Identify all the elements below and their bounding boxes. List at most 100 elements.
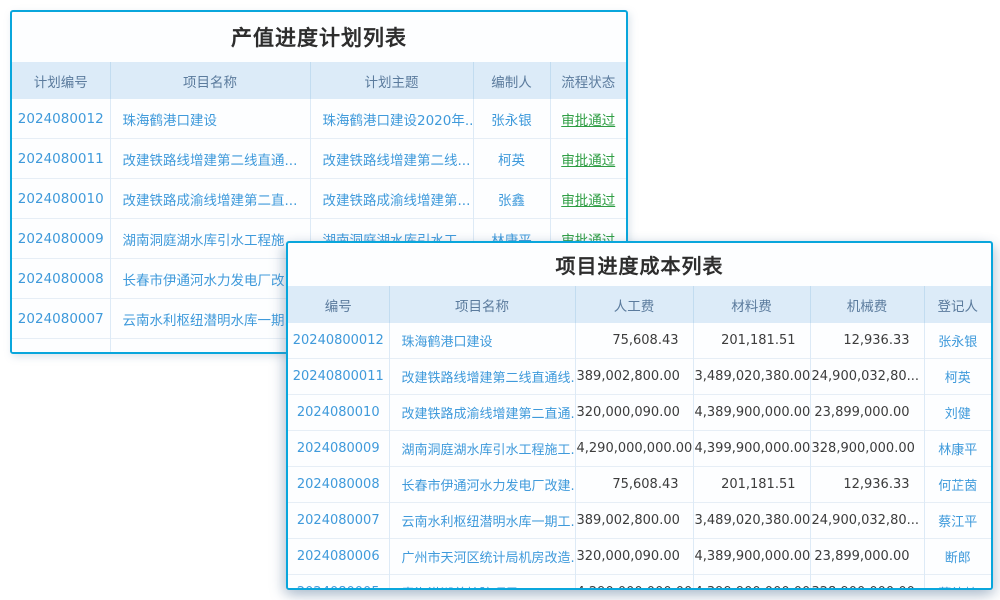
status-link[interactable]: 审批通过 xyxy=(549,99,626,139)
material-fee-value: 4,389,900,000.00 xyxy=(692,394,810,431)
plan-list-title: 产值进度计划列表 xyxy=(231,26,407,50)
cost-no-link[interactable]: 20240800011 xyxy=(288,358,389,395)
plan-no-link[interactable]: 2024080011 xyxy=(12,138,110,179)
table-row: 2024080010 改建铁路成渝线增建第二直... 改建铁路成渝线增建第...… xyxy=(12,178,626,219)
registrant-name[interactable]: 蔡江平 xyxy=(923,502,991,539)
registrant-name[interactable]: 张永银 xyxy=(923,323,991,359)
plan-col-plan-subject: 计划主题 xyxy=(309,62,473,99)
plan-col-project-name: 项目名称 xyxy=(109,62,310,99)
cost-col-machine-fee: 机械费 xyxy=(809,286,924,323)
plan-no-link[interactable]: 2024080012 xyxy=(12,99,110,139)
cost-col-project-name: 项目名称 xyxy=(388,286,575,323)
project-name-link[interactable]: 珠海鹤港口建设 xyxy=(388,323,575,359)
plan-table-header-row: 计划编号 项目名称 计划主题 编制人 流程状态 xyxy=(12,62,626,99)
table-row: 2024080012 珠海鹤港口建设 珠海鹤港口建设2020年... 张永银 审… xyxy=(12,99,626,139)
table-row: 2024080009 湖南洞庭湖水库引水工程施工... 4,290,000,00… xyxy=(288,430,991,467)
table-row: 20240800012 珠海鹤港口建设 75,608.43 201,181.51… xyxy=(288,323,991,359)
labor-fee-value: 75,608.43 xyxy=(574,323,693,359)
cost-col-registrant: 登记人 xyxy=(923,286,991,323)
labor-fee-value: 389,002,800.00 xyxy=(574,358,693,395)
material-fee-value: 4,399,900,000.00 xyxy=(692,430,810,467)
machine-fee-value: 328,900,000.00 xyxy=(809,430,924,467)
table-row: 2024080006 广州市天河区统计局机房改造... 320,000,090.… xyxy=(288,538,991,575)
cost-list-panel: 项目进度成本列表 编号 项目名称 人工费 材料费 机械费 登记人 2024080… xyxy=(286,241,993,590)
plan-subject-link[interactable]: 珠海鹤港口建设2020年... xyxy=(309,99,473,139)
cost-table: 编号 项目名称 人工费 材料费 机械费 登记人 20240800012 珠海鹤港… xyxy=(288,286,991,588)
registrant-name[interactable]: 断郎 xyxy=(923,538,991,575)
project-name-link[interactable]: 长春市伊通河水力发电厂改建... xyxy=(388,466,575,503)
plan-subject-link[interactable]: 改建铁路成渝线增建第... xyxy=(309,178,473,219)
project-name-link[interactable]: 湖南洞庭湖水库引水工程施工... xyxy=(388,430,575,467)
material-fee-value: 4,389,900,000.00 xyxy=(692,538,810,575)
cost-no-link[interactable]: 2024080010 xyxy=(288,394,389,431)
status-link[interactable]: 审批通过 xyxy=(549,138,626,179)
project-name-link[interactable]: 广州市天河区统计局机房改造... xyxy=(388,538,575,575)
project-name-link[interactable]: 青海洪湖养护院项目 xyxy=(388,574,575,588)
project-name-link[interactable]: 广州市天河区统计局机房改... xyxy=(109,338,310,352)
cost-no-link[interactable]: 20240800012 xyxy=(288,323,389,359)
compiler-name[interactable]: 张鑫 xyxy=(472,178,550,219)
table-row: 2024080008 长春市伊通河水力发电厂改建... 75,608.43 20… xyxy=(288,466,991,503)
machine-fee-value: 12,936.33 xyxy=(809,323,924,359)
machine-fee-value: 24,900,032,80... xyxy=(809,502,924,539)
machine-fee-value: 24,900,032,80... xyxy=(809,358,924,395)
plan-col-compiler: 编制人 xyxy=(472,62,550,99)
plan-table: 计划编号 项目名称 计划主题 编制人 流程状态 2024080012 珠海鹤港口… xyxy=(12,62,626,352)
plan-col-status: 流程状态 xyxy=(549,62,626,99)
plan-no-link[interactable]: 2024080007 xyxy=(12,298,110,339)
labor-fee-value: 320,000,090.00 xyxy=(574,538,693,575)
plan-col-plan-no: 计划编号 xyxy=(12,62,110,99)
material-fee-value: 3,489,020,380.00 xyxy=(692,358,810,395)
labor-fee-value: 389,002,800.00 xyxy=(574,502,693,539)
cost-col-labor-fee: 人工费 xyxy=(574,286,693,323)
project-name-link[interactable]: 改建铁路线增建第二线直通... xyxy=(109,138,310,179)
cost-no-link[interactable]: 2024080005 xyxy=(288,574,389,588)
table-row: 2024080010 改建铁路成渝线增建第二直通... 320,000,090.… xyxy=(288,394,991,431)
table-row: 2024080007 云南水利枢纽潜明水库一期工... 389,002,800.… xyxy=(288,502,991,539)
project-name-link[interactable]: 改建铁路线增建第二线直通线... xyxy=(388,358,575,395)
project-name-link[interactable]: 珠海鹤港口建设 xyxy=(109,99,310,139)
cost-list-title: 项目进度成本列表 xyxy=(555,254,724,278)
plan-no-link[interactable]: 2024080006 xyxy=(12,338,110,352)
registrant-name[interactable]: 林康平 xyxy=(923,430,991,467)
compiler-name[interactable]: 柯英 xyxy=(472,138,550,179)
registrant-name[interactable]: 蒋德帧 xyxy=(923,574,991,588)
plan-subject-link[interactable]: 改建铁路线增建第二线... xyxy=(309,138,473,179)
labor-fee-value: 4,290,000,000.00 xyxy=(574,574,693,588)
material-fee-value: 3,489,020,380.00 xyxy=(692,502,810,539)
plan-list-panel: 产值进度计划列表 计划编号 项目名称 计划主题 编制人 流程状态 2024080… xyxy=(10,10,628,354)
cost-table-header-row: 编号 项目名称 人工费 材料费 机械费 登记人 xyxy=(288,286,991,323)
material-fee-value: 201,181.51 xyxy=(692,466,810,503)
labor-fee-value: 75,608.43 xyxy=(574,466,693,503)
plan-no-link[interactable]: 2024080009 xyxy=(12,218,110,259)
project-name-link[interactable]: 长春市伊通河水力发电厂改... xyxy=(109,258,310,299)
table-row: 2024080005 青海洪湖养护院项目 4,290,000,000.00 4,… xyxy=(288,574,991,588)
cost-no-link[interactable]: 2024080008 xyxy=(288,466,389,503)
labor-fee-value: 320,000,090.00 xyxy=(574,394,693,431)
status-link[interactable]: 审批通过 xyxy=(549,178,626,219)
registrant-name[interactable]: 刘健 xyxy=(923,394,991,431)
machine-fee-value: 328,900,000.00 xyxy=(809,574,924,588)
cost-no-link[interactable]: 2024080007 xyxy=(288,502,389,539)
labor-fee-value: 4,290,000,000.00 xyxy=(574,430,693,467)
material-fee-value: 4,399,900,000.00 xyxy=(692,574,810,588)
project-name-link[interactable]: 改建铁路成渝线增建第二直... xyxy=(109,178,310,219)
plan-no-link[interactable]: 2024080008 xyxy=(12,258,110,299)
cost-no-link[interactable]: 2024080006 xyxy=(288,538,389,575)
cost-no-link[interactable]: 2024080009 xyxy=(288,430,389,467)
project-name-link[interactable]: 湖南洞庭湖水库引水工程施... xyxy=(109,218,310,259)
cost-col-no: 编号 xyxy=(288,286,389,323)
compiler-name[interactable]: 张永银 xyxy=(472,99,550,139)
project-name-link[interactable]: 云南水利枢纽潜明水库一期... xyxy=(109,298,310,339)
machine-fee-value: 23,899,000.00 xyxy=(809,394,924,431)
cost-col-material-fee: 材料费 xyxy=(692,286,810,323)
registrant-name[interactable]: 柯英 xyxy=(923,358,991,395)
project-name-link[interactable]: 改建铁路成渝线增建第二直通... xyxy=(388,394,575,431)
plan-no-link[interactable]: 2024080010 xyxy=(12,178,110,219)
table-row: 2024080011 改建铁路线增建第二线直通... 改建铁路线增建第二线...… xyxy=(12,138,626,179)
registrant-name[interactable]: 何芷茵 xyxy=(923,466,991,503)
machine-fee-value: 12,936.33 xyxy=(809,466,924,503)
material-fee-value: 201,181.51 xyxy=(692,323,810,359)
table-row: 20240800011 改建铁路线增建第二线直通线... 389,002,800… xyxy=(288,358,991,395)
project-name-link[interactable]: 云南水利枢纽潜明水库一期工... xyxy=(388,502,575,539)
